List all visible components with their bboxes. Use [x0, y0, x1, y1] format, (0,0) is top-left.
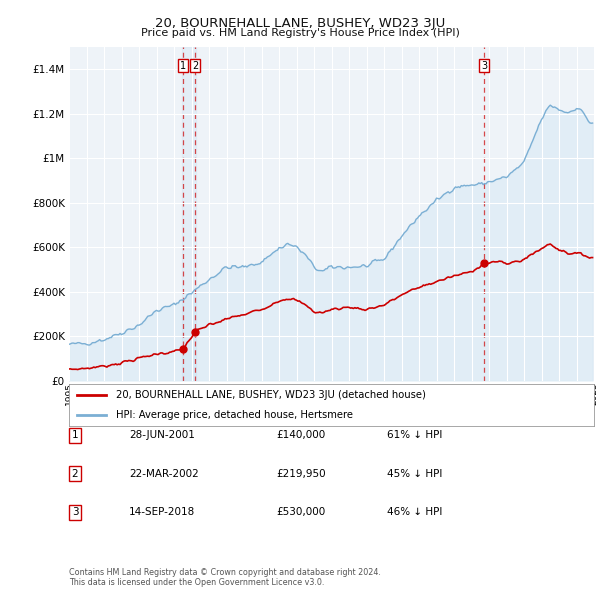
Text: £219,950: £219,950 — [276, 469, 326, 478]
Text: HPI: Average price, detached house, Hertsmere: HPI: Average price, detached house, Hert… — [116, 409, 353, 419]
Text: 1: 1 — [71, 431, 79, 440]
Text: 3: 3 — [71, 507, 79, 517]
Text: 61% ↓ HPI: 61% ↓ HPI — [387, 431, 442, 440]
Text: 20, BOURNEHALL LANE, BUSHEY, WD23 3JU (detached house): 20, BOURNEHALL LANE, BUSHEY, WD23 3JU (d… — [116, 390, 426, 400]
Text: Contains HM Land Registry data © Crown copyright and database right 2024.
This d: Contains HM Land Registry data © Crown c… — [69, 568, 381, 587]
Text: Price paid vs. HM Land Registry's House Price Index (HPI): Price paid vs. HM Land Registry's House … — [140, 28, 460, 38]
Text: £140,000: £140,000 — [276, 431, 325, 440]
Text: 3: 3 — [481, 61, 487, 71]
Text: 1: 1 — [179, 61, 186, 71]
Text: 20, BOURNEHALL LANE, BUSHEY, WD23 3JU: 20, BOURNEHALL LANE, BUSHEY, WD23 3JU — [155, 17, 445, 30]
Bar — [182, 47, 196, 381]
Text: 22-MAR-2002: 22-MAR-2002 — [129, 469, 199, 478]
Text: 45% ↓ HPI: 45% ↓ HPI — [387, 469, 442, 478]
Text: 2: 2 — [71, 469, 79, 478]
Text: 28-JUN-2001: 28-JUN-2001 — [129, 431, 195, 440]
Text: 46% ↓ HPI: 46% ↓ HPI — [387, 507, 442, 517]
Text: £530,000: £530,000 — [276, 507, 325, 517]
Text: 2: 2 — [192, 61, 199, 71]
Text: 14-SEP-2018: 14-SEP-2018 — [129, 507, 195, 517]
